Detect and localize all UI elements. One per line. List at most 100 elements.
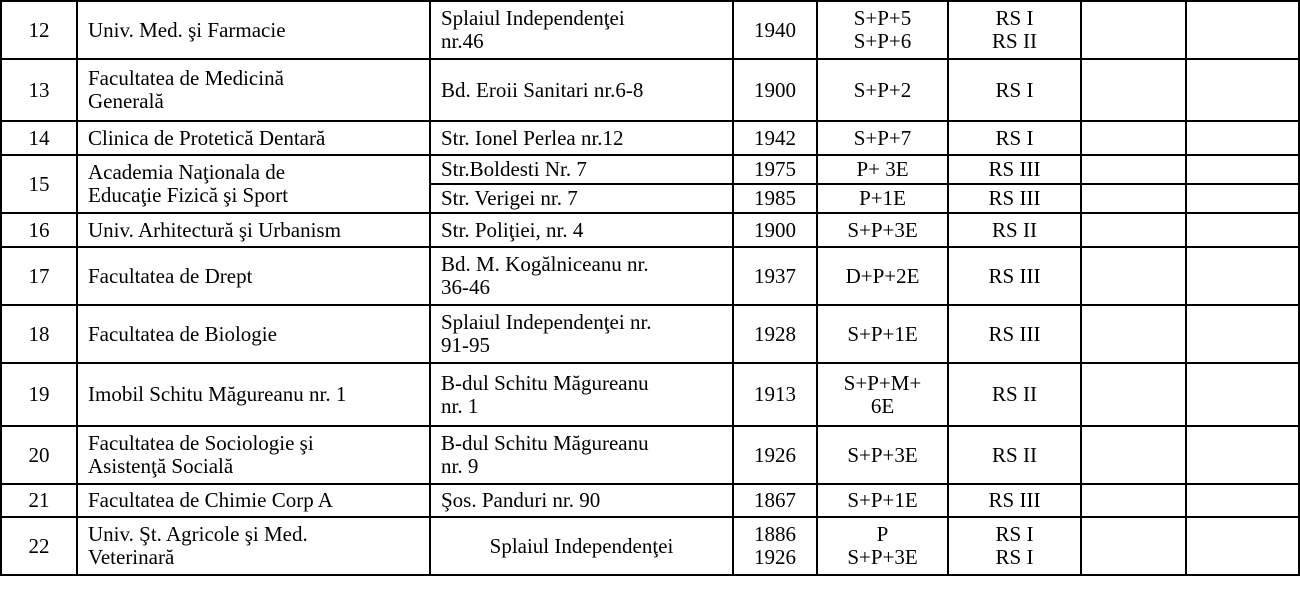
institution-name-line: Imobil Schitu Măgureanu nr. 1 bbox=[88, 382, 347, 406]
year-built: 1926 bbox=[732, 425, 818, 485]
risk-class-line: RS II bbox=[992, 29, 1037, 53]
row-number: 12 bbox=[0, 0, 78, 60]
address-line: B-dul Schitu Măgureanu bbox=[441, 370, 649, 395]
address-line: nr. 9 bbox=[441, 454, 479, 478]
height-regime: S+P+3E bbox=[816, 212, 949, 248]
address: Str. Verigei nr. 7 bbox=[429, 183, 734, 214]
height-regime-line: S+P+1E bbox=[847, 488, 918, 512]
empty-cell bbox=[1185, 304, 1300, 364]
height-regime-line: S+P+3E bbox=[847, 545, 918, 569]
risk-class-line: RS I bbox=[995, 522, 1034, 546]
height-regime: S+P+1E bbox=[816, 483, 949, 518]
risk-class: RS III bbox=[947, 183, 1082, 214]
year-built-line: 1900 bbox=[754, 217, 796, 242]
height-regime-line: P bbox=[876, 522, 889, 546]
risk-class-line: RS II bbox=[992, 217, 1037, 242]
height-regime-line: P+1E bbox=[859, 186, 906, 210]
institution-name-line: Facultatea de Chimie Corp A bbox=[88, 488, 333, 512]
row-number: 15 bbox=[0, 154, 78, 214]
table-row: 19 Imobil Schitu Măgureanu nr. 1 B-dul Sch… bbox=[0, 362, 1300, 427]
institution-name: Clinica de Protetică Dentară bbox=[76, 120, 431, 156]
institution-name-line: Univ. Med. şi Farmacie bbox=[88, 17, 286, 42]
row-number: 14 bbox=[0, 120, 78, 156]
height-regime-line: S+P+3E bbox=[847, 217, 918, 242]
institution-name: Univ. Şt. Agricole şi Med. Veterinară bbox=[76, 516, 431, 576]
address: Splaiul Independenţei bbox=[429, 516, 734, 576]
institution-name: Facultatea de Sociologie şi Asistenţă Soc… bbox=[76, 425, 431, 485]
year-built: 1900 bbox=[732, 58, 818, 122]
empty-cell bbox=[1080, 483, 1187, 518]
empty-cell bbox=[1080, 183, 1187, 214]
year-built: 1928 bbox=[732, 304, 818, 364]
year-built-line: 1926 bbox=[754, 545, 796, 569]
year-built: 1913 bbox=[732, 362, 818, 427]
height-regime: P S+P+3E bbox=[816, 516, 949, 576]
year-built-line: 1937 bbox=[754, 263, 796, 288]
height-regime-line: P+ 3E bbox=[856, 157, 909, 181]
empty-cell bbox=[1185, 0, 1300, 60]
height-regime-line: S+P+5 bbox=[853, 6, 912, 30]
empty-cell bbox=[1185, 183, 1300, 214]
year-built-line: 1926 bbox=[754, 442, 796, 467]
empty-cell bbox=[1080, 516, 1187, 576]
address: Şos. Panduri nr. 90 bbox=[429, 483, 734, 518]
year-built-line: 1900 bbox=[754, 77, 796, 102]
year-built-line: 1913 bbox=[754, 382, 796, 406]
address: Splaiul Independenţei nr.46 bbox=[429, 0, 734, 60]
height-regime-line: S+P+7 bbox=[853, 125, 912, 150]
institution-name: Facultatea de Drept bbox=[76, 246, 431, 306]
address-line: Bd. M. Kogălniceanu nr. bbox=[441, 252, 649, 276]
institution-name: Academia Naţionala de Educaţie Fizică şi … bbox=[76, 154, 431, 214]
year-built-line: 1940 bbox=[754, 17, 796, 42]
institution-name-line: Facultatea de Biologie bbox=[88, 321, 277, 346]
height-regime-line: S+P+3E bbox=[847, 442, 918, 467]
institution-name-line: Academia Naţionala de bbox=[88, 160, 286, 184]
row-number: 16 bbox=[0, 212, 78, 248]
address: Str.Boldesti Nr. 7 bbox=[429, 154, 734, 185]
empty-cell bbox=[1185, 154, 1300, 185]
empty-cell bbox=[1185, 212, 1300, 248]
empty-cell bbox=[1080, 212, 1187, 248]
height-regime: D+P+2E bbox=[816, 246, 949, 306]
risk-class: RS II bbox=[947, 212, 1082, 248]
empty-cell bbox=[1080, 120, 1187, 156]
empty-cell bbox=[1080, 362, 1187, 427]
table-row: 12 Univ. Med. şi Farmacie Splaiul Independ… bbox=[0, 0, 1300, 60]
year-built-line: 1886 bbox=[754, 522, 796, 546]
empty-cell bbox=[1080, 58, 1187, 122]
address: Bd. M. Kogălniceanu nr. 36-46 bbox=[429, 246, 734, 306]
table-body: 12 Univ. Med. şi Farmacie Splaiul Independ… bbox=[0, 0, 1300, 576]
height-regime-line: S+P+2 bbox=[853, 77, 912, 102]
institution-name-line: Clinica de Protetică Dentară bbox=[88, 125, 326, 150]
address-line: Splaiul Independenţei bbox=[441, 6, 625, 30]
institution-name: Univ. Med. şi Farmacie bbox=[76, 0, 431, 60]
height-regime-line: D+P+2E bbox=[845, 263, 920, 288]
empty-cell bbox=[1185, 246, 1300, 306]
address-line: 36-46 bbox=[441, 275, 490, 299]
table-row: 18 Facultatea de Biologie Splaiul Independ… bbox=[0, 304, 1300, 364]
risk-class-line: RS I bbox=[995, 125, 1034, 150]
risk-class-line: RS III bbox=[988, 157, 1041, 181]
institution-name-line: Veterinară bbox=[88, 545, 175, 569]
table-row: 15 Academia Naţionala de Educaţie Fizică ş… bbox=[0, 154, 1300, 214]
risk-class: RS III bbox=[947, 154, 1082, 185]
address-line: Bd. Eroii Sanitari nr.6-8 bbox=[441, 77, 644, 102]
risk-class: RS III bbox=[947, 304, 1082, 364]
height-regime: P+ 3E bbox=[816, 154, 949, 185]
address-line: Str. Poliţiei, nr. 4 bbox=[441, 217, 584, 242]
institution-name: Facultatea de Chimie Corp A bbox=[76, 483, 431, 518]
row-number: 17 bbox=[0, 246, 78, 306]
address: Splaiul Independenţei nr. 91-95 bbox=[429, 304, 734, 364]
institution-name-line: Facultatea de Sociologie şi bbox=[88, 431, 314, 455]
height-regime: S+P+5 S+P+6 bbox=[816, 0, 949, 60]
row-number: 22 bbox=[0, 516, 78, 576]
empty-cell bbox=[1080, 0, 1187, 60]
institution-name-line: Educaţie Fizică şi Sport bbox=[88, 183, 289, 207]
institution-name-line: Univ. Şt. Agricole şi Med. bbox=[88, 522, 308, 546]
empty-cell bbox=[1080, 425, 1187, 485]
table-row: 14 Clinica de Protetică Dentară Str. Ionel… bbox=[0, 120, 1300, 156]
empty-cell bbox=[1185, 516, 1300, 576]
risk-class-line: RS I bbox=[995, 6, 1034, 30]
address-line: Splaiul Independenţei nr. bbox=[441, 310, 652, 334]
year-built: 1975 bbox=[732, 154, 818, 185]
